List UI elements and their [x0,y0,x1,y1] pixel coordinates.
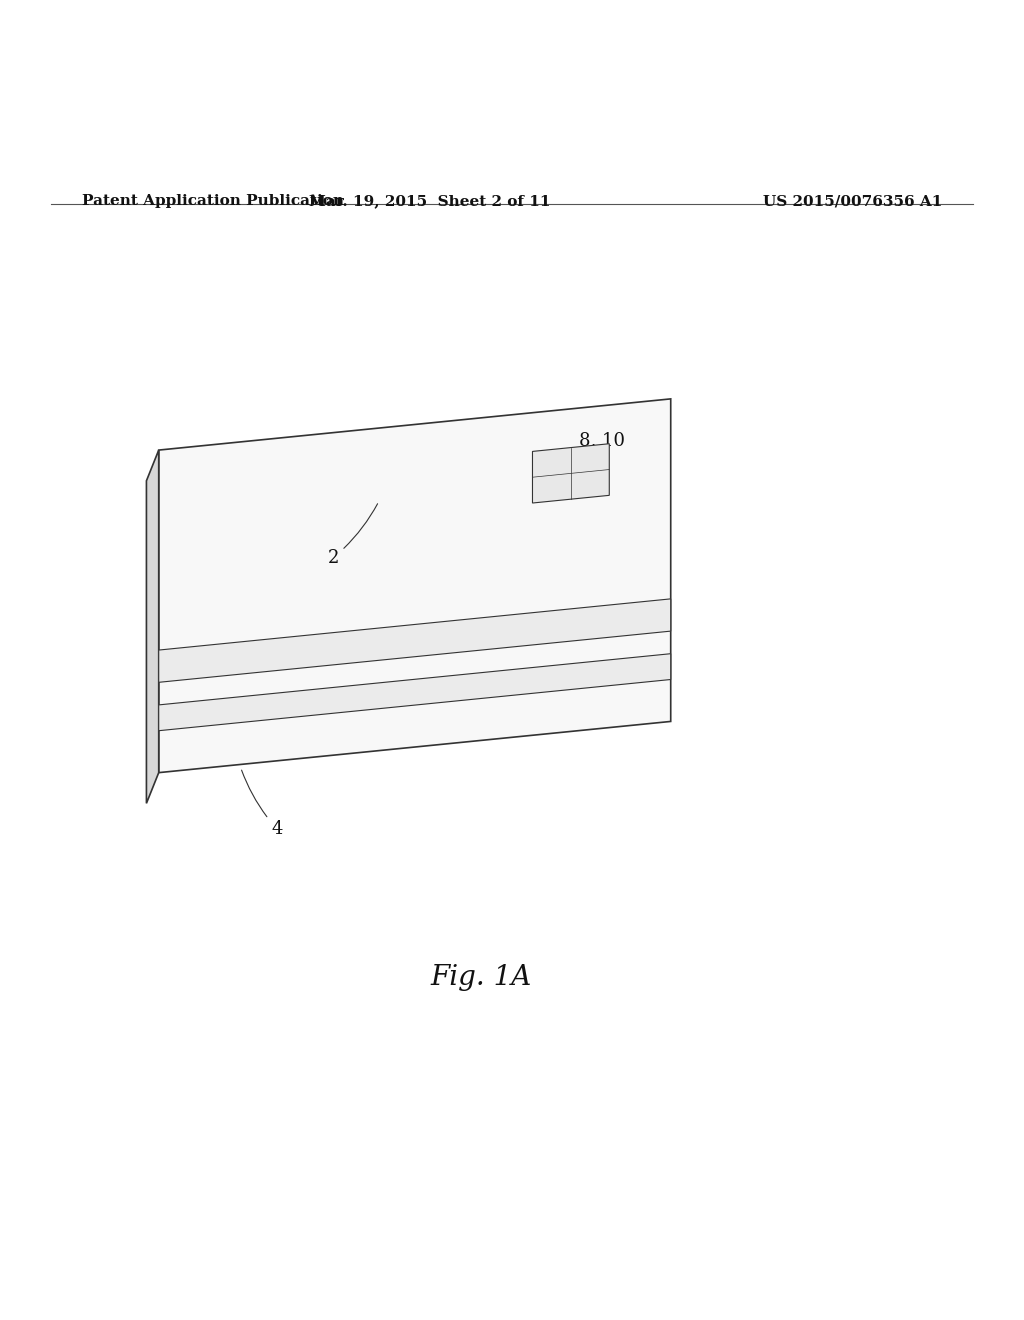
Polygon shape [159,399,671,772]
Text: 8, 10: 8, 10 [579,430,625,480]
Text: Fig. 1A: Fig. 1A [431,964,531,991]
Polygon shape [159,653,671,731]
Polygon shape [532,444,609,503]
Text: 2: 2 [328,504,378,566]
Text: Patent Application Publication: Patent Application Publication [82,194,344,209]
Text: Mar. 19, 2015  Sheet 2 of 11: Mar. 19, 2015 Sheet 2 of 11 [309,194,551,209]
Text: US 2015/0076356 A1: US 2015/0076356 A1 [763,194,942,209]
Polygon shape [146,450,159,804]
Text: 4: 4 [242,770,283,838]
Polygon shape [159,599,671,682]
